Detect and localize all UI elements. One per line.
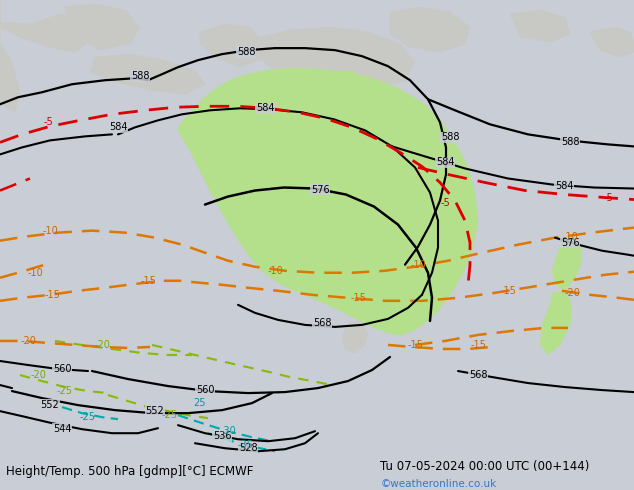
Text: 560: 560 — [196, 385, 214, 395]
Text: Height/Temp. 500 hPa [gdmp][°C] ECMWF: Height/Temp. 500 hPa [gdmp][°C] ECMWF — [6, 465, 254, 478]
Polygon shape — [552, 235, 582, 291]
Text: 568: 568 — [469, 370, 488, 380]
Text: -10: -10 — [42, 225, 58, 236]
Text: 528: 528 — [238, 443, 257, 453]
Text: -5: -5 — [440, 197, 450, 208]
Polygon shape — [338, 70, 368, 107]
Text: -15: -15 — [470, 340, 486, 350]
Polygon shape — [178, 68, 478, 335]
Polygon shape — [540, 291, 572, 355]
Text: -15: -15 — [44, 290, 60, 300]
Text: 584: 584 — [436, 157, 454, 168]
Text: -15: -15 — [407, 340, 423, 350]
Text: -25: -25 — [57, 386, 73, 396]
Text: 560: 560 — [53, 364, 71, 374]
Polygon shape — [65, 4, 140, 50]
Text: -10: -10 — [27, 268, 43, 278]
Text: -10: -10 — [562, 232, 578, 242]
Text: 544: 544 — [53, 424, 71, 434]
Text: ©weatheronline.co.uk: ©weatheronline.co.uk — [380, 480, 496, 490]
Text: 588: 588 — [560, 137, 579, 147]
Polygon shape — [200, 24, 265, 67]
Polygon shape — [342, 321, 368, 353]
Text: -35: -35 — [237, 440, 253, 450]
Text: -5: -5 — [43, 117, 53, 127]
Text: -30: -30 — [220, 426, 236, 436]
Text: -10: -10 — [410, 260, 426, 270]
Text: -5: -5 — [603, 193, 613, 202]
Text: -10: -10 — [267, 266, 283, 276]
Polygon shape — [390, 7, 470, 52]
Polygon shape — [590, 27, 634, 57]
Text: 536: 536 — [213, 431, 231, 441]
Text: -25: -25 — [162, 410, 178, 420]
Text: Tu 07-05-2024 00:00 UTC (00+144): Tu 07-05-2024 00:00 UTC (00+144) — [380, 460, 590, 473]
Polygon shape — [0, 0, 20, 112]
Text: 588: 588 — [236, 47, 256, 57]
Text: -20: -20 — [564, 288, 580, 298]
Polygon shape — [0, 0, 95, 52]
Text: -25: -25 — [80, 412, 96, 422]
Text: 588: 588 — [441, 132, 459, 143]
Text: -15: -15 — [500, 286, 516, 296]
Text: 588: 588 — [131, 71, 149, 81]
Text: 576: 576 — [560, 238, 579, 247]
Polygon shape — [510, 10, 570, 42]
Text: -20: -20 — [20, 336, 36, 346]
Text: 552: 552 — [41, 400, 60, 410]
Polygon shape — [90, 54, 205, 94]
Text: -15: -15 — [140, 276, 156, 286]
Text: -20: -20 — [30, 370, 46, 380]
Polygon shape — [255, 27, 415, 90]
Text: 584: 584 — [256, 103, 275, 113]
Text: 552: 552 — [146, 406, 164, 416]
Text: 568: 568 — [313, 318, 331, 328]
Text: -20: -20 — [94, 340, 110, 350]
Text: 584: 584 — [555, 180, 573, 191]
Text: 584: 584 — [109, 122, 127, 132]
Text: 576: 576 — [311, 185, 329, 195]
Text: 25: 25 — [194, 398, 206, 408]
Text: -15: -15 — [350, 293, 366, 303]
